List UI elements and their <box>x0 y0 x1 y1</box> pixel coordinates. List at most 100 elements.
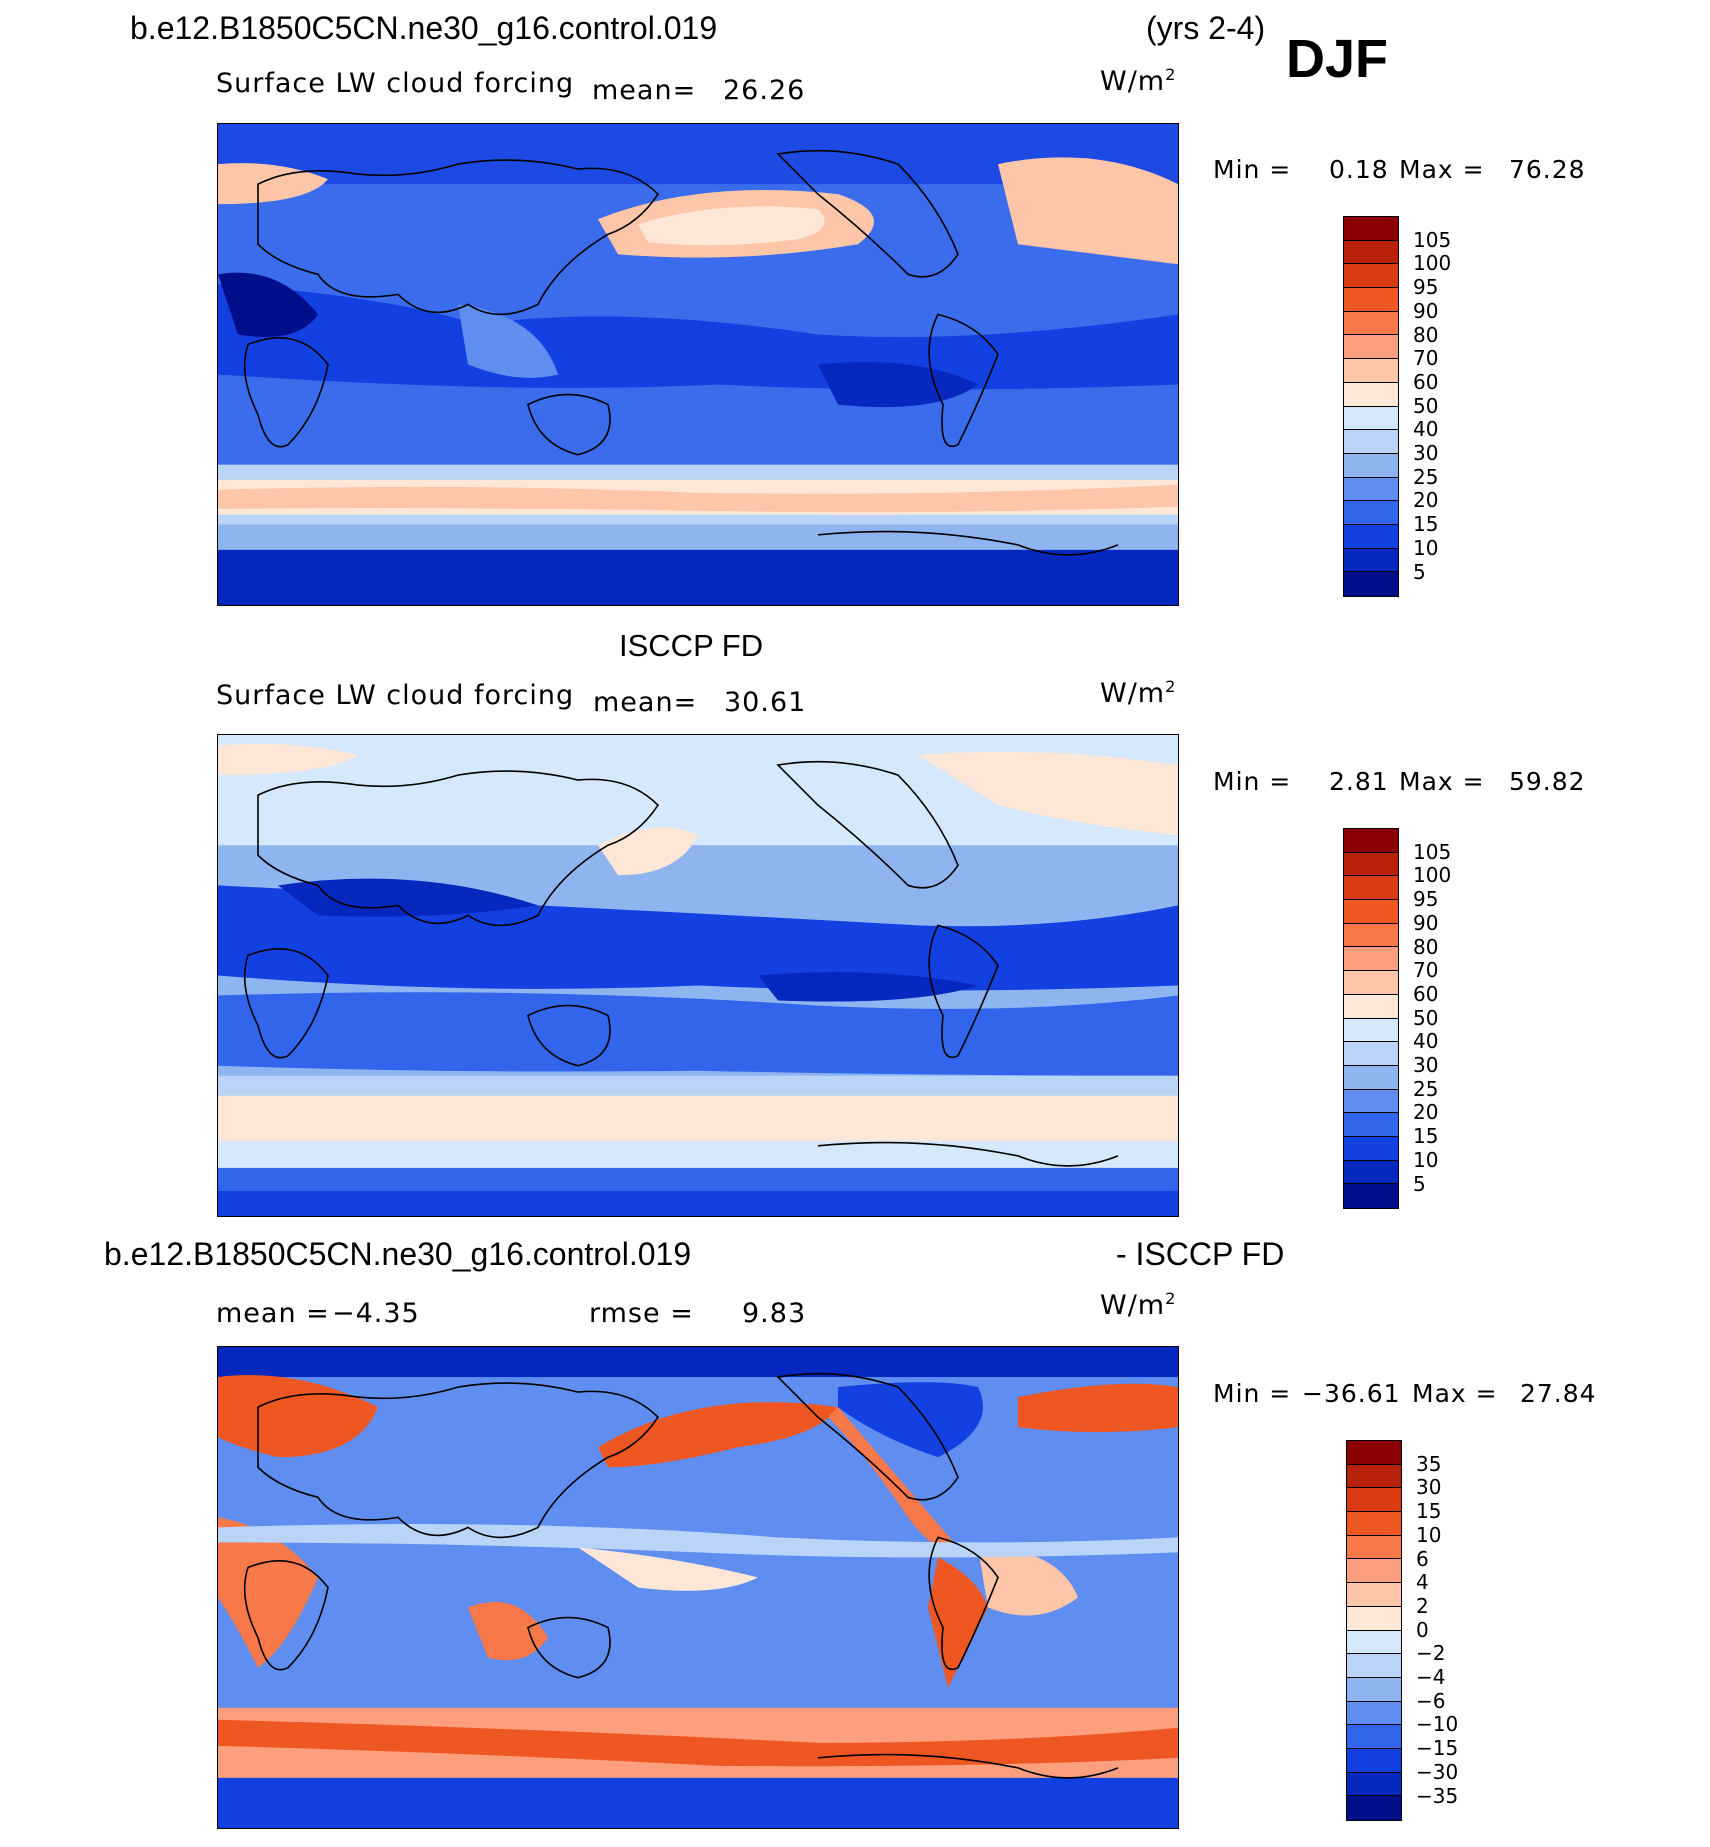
colorbar-tick-label: 10 <box>1413 535 1439 560</box>
colorbar-swatch <box>1347 1535 1401 1560</box>
colorbar-swatch <box>1344 524 1398 549</box>
panel-obs-variable: Surface LW cloud forcing <box>216 680 575 711</box>
panel-obs-units: W/m2 <box>1100 677 1177 709</box>
panel-diff-max-label: Max = <box>1412 1379 1498 1408</box>
panel-diff-title-left: b.e12.B1850C5CN.ne30_g16.control.019 <box>104 1236 692 1272</box>
colorbar-tick-label: 0 <box>1416 1617 1429 1642</box>
colorbar-swatches <box>1346 1440 1402 1821</box>
colorbar-swatch <box>1344 335 1398 360</box>
map-difference <box>217 1346 1179 1829</box>
colorbar-tick-label: 60 <box>1413 369 1439 394</box>
colorbar-tick-label: −30 <box>1416 1759 1459 1784</box>
panel-obs-min-label: Min = <box>1213 767 1292 796</box>
colorbar-swatch <box>1344 311 1398 336</box>
colorbar-tick-label: 90 <box>1413 910 1439 935</box>
colorbar-tick-label: 100 <box>1413 251 1452 276</box>
colorbar-swatch <box>1344 572 1398 596</box>
colorbar-swatch <box>1344 1113 1398 1137</box>
colorbar-swatch <box>1344 1018 1398 1043</box>
colorbar-swatch <box>1347 1796 1401 1820</box>
colorbar-swatch <box>1344 240 1398 265</box>
colorbar-swatch <box>1347 1488 1401 1513</box>
panel-obs-max-label: Max = <box>1399 767 1485 796</box>
map-difference-field <box>218 1347 1178 1828</box>
colorbar-tick-label: 6 <box>1416 1546 1429 1571</box>
panel-model-min-label: Min = <box>1213 155 1292 184</box>
panel-obs-max-value: 59.82 <box>1509 767 1586 796</box>
colorbar-swatch <box>1344 852 1398 877</box>
colorbar-tick-label: 5 <box>1413 1171 1426 1196</box>
map-obs <box>217 734 1179 1217</box>
colorbar-swatch <box>1344 1089 1398 1114</box>
map-obs-field <box>218 735 1178 1216</box>
colorbar-swatch <box>1344 876 1398 901</box>
colorbar-tick-label: 35 <box>1416 1451 1442 1476</box>
colorbar-swatch <box>1347 1559 1401 1584</box>
colorbar-tick-label: 50 <box>1413 1005 1439 1030</box>
colorbar-swatch <box>1344 217 1398 241</box>
colorbar-tick-label: 105 <box>1413 839 1452 864</box>
colorbar-swatch <box>1347 1441 1401 1465</box>
colorbar-tick-label: 15 <box>1416 1499 1442 1524</box>
panel-diff-mean-value: −4.35 <box>332 1298 420 1329</box>
colorbar-swatch <box>1344 548 1398 573</box>
colorbar-tick-label: 25 <box>1413 464 1439 489</box>
colorbar-swatch <box>1344 382 1398 407</box>
colorbar-swatch <box>1347 1606 1401 1631</box>
colorbar-swatch <box>1347 1748 1401 1773</box>
season-label: DJF <box>1286 29 1389 89</box>
panel-diff-min-value: −36.61 <box>1302 1379 1401 1408</box>
panel-diff-min-label: Min = <box>1213 1379 1292 1408</box>
colorbar-swatch <box>1344 829 1398 853</box>
panel-obs-title: ISCCP FD <box>619 628 764 663</box>
panel-diff-mean-label: mean = <box>216 1298 330 1329</box>
colorbar-tick-label: 30 <box>1413 441 1439 465</box>
colorbar-swatch <box>1344 923 1398 948</box>
panel-diff-rmse-value: 9.83 <box>742 1298 807 1329</box>
colorbar-tick-label: 4 <box>1416 1570 1429 1595</box>
colorbar-swatch <box>1347 1464 1401 1489</box>
colorbar-tick-label: 90 <box>1413 298 1439 323</box>
colorbar-tick-label: 95 <box>1413 887 1439 912</box>
colorbar-tick-label: −15 <box>1416 1736 1459 1761</box>
colorbar-tick-label: −35 <box>1416 1783 1459 1808</box>
map-model <box>217 123 1179 606</box>
colorbar-swatch <box>1344 994 1398 1019</box>
panel-obs-mean-label: mean= <box>593 687 698 718</box>
panel-model-mean-label: mean= <box>592 75 697 106</box>
colorbar-swatch <box>1344 477 1398 502</box>
panel-obs-mean-value: 30.61 <box>724 687 807 718</box>
colorbar-tick-label: 10 <box>1413 1147 1439 1172</box>
colorbar-tick-label: −2 <box>1416 1641 1446 1666</box>
colorbar-tick-label: −10 <box>1416 1712 1459 1737</box>
panel-diff-units: W/m2 <box>1100 1289 1177 1321</box>
colorbar-swatch <box>1344 406 1398 431</box>
colorbar-swatch <box>1344 1136 1398 1161</box>
colorbar-swatch <box>1344 1042 1398 1066</box>
colorbar-tick-label: 5 <box>1413 559 1426 584</box>
colorbar-tick-label: 50 <box>1413 393 1439 418</box>
colorbar-tick-label: 20 <box>1413 488 1439 513</box>
panel-model-min-value: 0.18 <box>1329 155 1389 184</box>
colorbar-swatch <box>1347 1677 1401 1702</box>
colorbar-tick-label: 2 <box>1416 1593 1429 1618</box>
colorbar-tick-label: 70 <box>1413 958 1439 983</box>
panel-model-variable: Surface LW cloud forcing <box>216 68 575 99</box>
colorbar-swatch <box>1347 1701 1401 1726</box>
colorbar-swatch <box>1347 1512 1401 1536</box>
colorbar-tick-label: 15 <box>1413 1124 1439 1149</box>
colorbar-swatch <box>1347 1630 1401 1655</box>
panel-diff-title-right: - ISCCP FD <box>1116 1236 1285 1272</box>
colorbar-tick-label: −6 <box>1416 1688 1446 1713</box>
colorbar-tick-label: 80 <box>1413 322 1439 347</box>
colorbar-tick-label: 30 <box>1416 1475 1442 1500</box>
colorbar-tick-label: −4 <box>1416 1665 1446 1689</box>
colorbar-tick-label: 40 <box>1413 417 1439 442</box>
colorbar-swatch <box>1344 1184 1398 1208</box>
colorbar-tick-label: 15 <box>1413 512 1439 537</box>
colorbar-swatch <box>1344 264 1398 289</box>
panel-model-mean-value: 26.26 <box>723 75 806 106</box>
colorbar-tick-label: 100 <box>1413 863 1452 888</box>
colorbar-swatch <box>1344 971 1398 995</box>
colorbar-swatches <box>1343 216 1399 597</box>
